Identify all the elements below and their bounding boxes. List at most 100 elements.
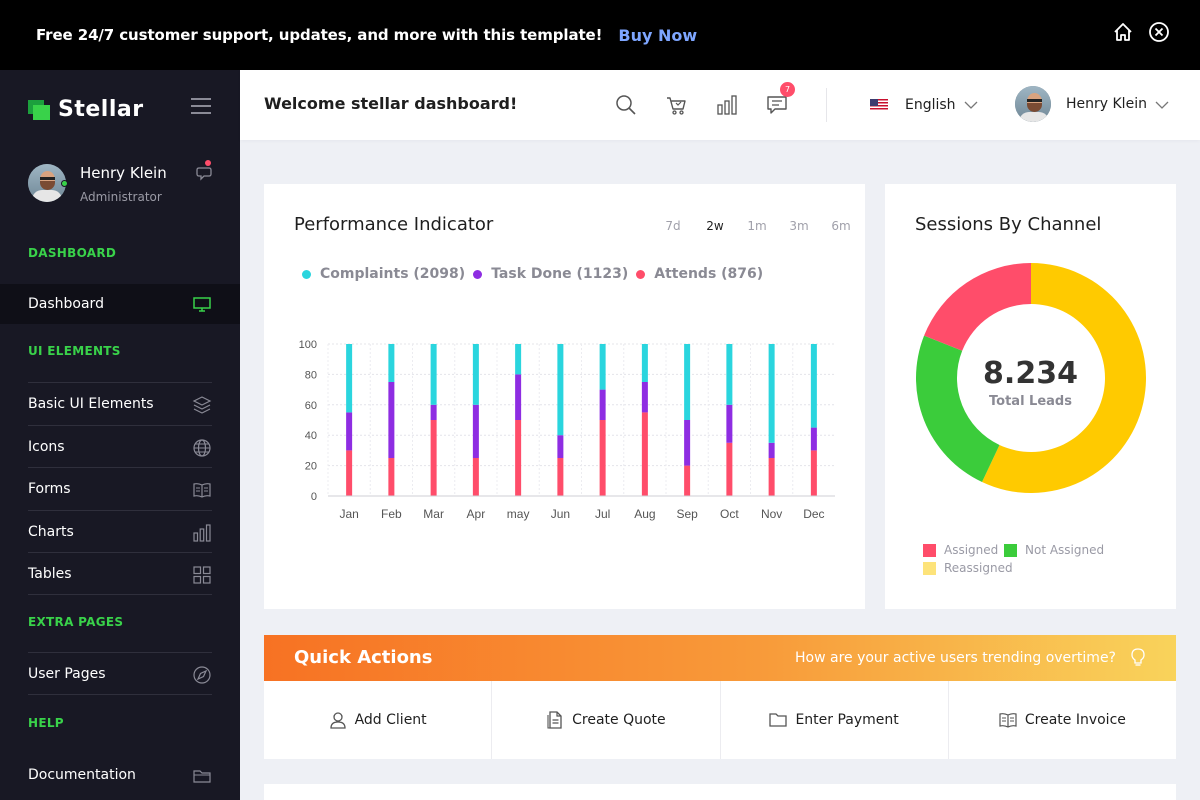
cart-icon[interactable] xyxy=(666,94,688,120)
chevron-down-icon xyxy=(1155,95,1169,114)
language-dropdown[interactable]: English xyxy=(870,95,978,114)
bar-chart-icon[interactable] xyxy=(716,94,738,120)
x-tick-label: Mar xyxy=(423,507,444,521)
sidebar-item-basic-ui[interactable]: Basic UI Elements xyxy=(0,383,240,425)
brand-logo[interactable]: Stellar xyxy=(28,97,144,122)
sidebar-item-tables[interactable]: Tables xyxy=(0,553,240,595)
donut-slice xyxy=(982,263,1146,493)
notification-badge: 7 xyxy=(780,82,795,97)
home-icon[interactable] xyxy=(1112,21,1134,43)
bar-segment xyxy=(346,450,353,496)
legend-assigned[interactable]: Assigned xyxy=(923,543,998,557)
action-label: Create Invoice xyxy=(1024,712,1126,728)
sidebar-item-icons[interactable]: Icons xyxy=(0,426,240,468)
chat-icon[interactable] xyxy=(196,160,214,186)
bar-segment xyxy=(557,435,564,458)
legend-label: Attends (876) xyxy=(654,266,764,282)
bar-segment xyxy=(599,344,606,390)
bar-segment xyxy=(557,458,564,496)
user-name: Henry Klein xyxy=(1066,96,1147,112)
document-icon xyxy=(547,711,562,729)
bar-segment xyxy=(684,344,691,420)
legend-task-done[interactable]: Task Done (1123) xyxy=(473,266,628,282)
quick-actions-header: Quick Actions How are your active users … xyxy=(264,635,1176,681)
avatar xyxy=(1015,86,1051,122)
bar-segment xyxy=(388,458,395,496)
sidebar-item-charts[interactable]: Charts xyxy=(0,511,240,553)
sessions-card: Sessions By Channel 8.234 Total Leads As… xyxy=(885,184,1176,609)
lightbulb-icon xyxy=(1130,648,1146,672)
performance-card: Performance Indicator 7d 2w 1m 3m 6m Com… xyxy=(264,184,865,609)
action-label: Add Client xyxy=(354,712,427,728)
sidebar-item-label: Forms xyxy=(28,481,71,497)
create-quote-button[interactable]: Create Quote xyxy=(492,681,721,759)
sidebar-profile[interactable]: Henry Klein Administrator xyxy=(28,160,218,204)
brand-name: Stellar xyxy=(58,97,144,122)
folder-icon xyxy=(192,766,212,790)
range-option-6m[interactable]: 6m xyxy=(831,219,851,233)
y-tick-label: 60 xyxy=(305,400,317,412)
bar-segment xyxy=(557,344,564,436)
book-icon xyxy=(192,480,212,504)
enter-payment-button[interactable]: Enter Payment xyxy=(721,681,949,759)
create-invoice-button[interactable]: Create Invoice xyxy=(949,681,1176,759)
bar-segment xyxy=(726,404,733,443)
legend-attends[interactable]: Attends (876) xyxy=(636,266,763,282)
nav-heading-dashboard: DASHBOARD xyxy=(28,246,117,260)
quick-actions-title: Quick Actions xyxy=(294,647,433,668)
range-option-7d[interactable]: 7d xyxy=(665,219,681,233)
sidebar-item-dashboard[interactable]: Dashboard xyxy=(0,284,240,324)
buy-now-link[interactable]: Buy Now xyxy=(618,25,698,45)
online-status-dot xyxy=(61,180,68,187)
bar-segment xyxy=(472,344,479,405)
search-icon[interactable] xyxy=(615,94,637,120)
banner-text: Free 24/7 customer support, updates, and… xyxy=(36,26,603,44)
close-circle-icon[interactable] xyxy=(1148,21,1170,43)
add-client-button[interactable]: Add Client xyxy=(264,681,493,759)
donut-slice xyxy=(916,335,1000,483)
legend-label: Not Assigned xyxy=(1025,543,1105,557)
x-tick-label: Oct xyxy=(720,507,739,521)
menu-toggle-icon[interactable] xyxy=(191,98,211,119)
sidebar: Stellar Henry Klein Administrator DASHBO… xyxy=(0,70,240,800)
x-tick-label: Jan xyxy=(339,507,358,521)
bar-segment xyxy=(346,412,353,451)
legend-not-assigned[interactable]: Not Assigned xyxy=(1004,543,1104,557)
sidebar-item-user-pages[interactable]: User Pages xyxy=(0,653,240,695)
next-card xyxy=(264,784,1176,800)
sidebar-item-forms[interactable]: Forms xyxy=(0,468,240,510)
nav-heading-help: HELP xyxy=(28,716,64,730)
range-option-3m[interactable]: 3m xyxy=(789,219,809,233)
sidebar-item-label: Icons xyxy=(28,439,65,455)
nav-heading-ui-elements: UI ELEMENTS xyxy=(28,344,121,358)
bar-segment xyxy=(768,442,775,458)
legend-complaints[interactable]: Complaints (2098) xyxy=(302,266,465,282)
y-tick-label: 80 xyxy=(305,369,317,381)
y-tick-label: 20 xyxy=(305,461,317,473)
y-tick-label: 40 xyxy=(305,430,317,442)
x-tick-label: Apr xyxy=(467,507,486,521)
promo-banner: Free 24/7 customer support, updates, and… xyxy=(0,0,1200,70)
legend-label: Assigned xyxy=(944,543,999,557)
bar-segment xyxy=(430,344,437,405)
bar-segment xyxy=(388,344,395,382)
x-tick-label: Nov xyxy=(761,507,782,521)
range-option-2w[interactable]: 2w xyxy=(706,219,724,233)
logo-mark-icon xyxy=(28,99,50,120)
sidebar-item-label: User Pages xyxy=(28,666,106,682)
legend-reassigned[interactable]: Reassigned xyxy=(923,561,1013,575)
messages-icon[interactable] xyxy=(766,94,788,120)
sidebar-item-documentation[interactable]: Documentation xyxy=(0,754,240,796)
chart-legend: Complaints (2098) Task Done (1123) Atten… xyxy=(302,266,771,282)
user-dropdown[interactable]: Henry Klein xyxy=(1015,86,1169,122)
bar-segment xyxy=(768,344,775,443)
bar-segment xyxy=(684,420,691,466)
bar-segment xyxy=(768,458,775,496)
range-option-1m[interactable]: 1m xyxy=(747,219,767,233)
action-label: Create Quote xyxy=(572,712,666,728)
layers-icon xyxy=(192,395,212,419)
bar-segment xyxy=(810,427,817,451)
bar-chart-icon xyxy=(192,523,212,547)
bar-segment xyxy=(515,374,522,420)
bar-segment xyxy=(810,344,817,428)
